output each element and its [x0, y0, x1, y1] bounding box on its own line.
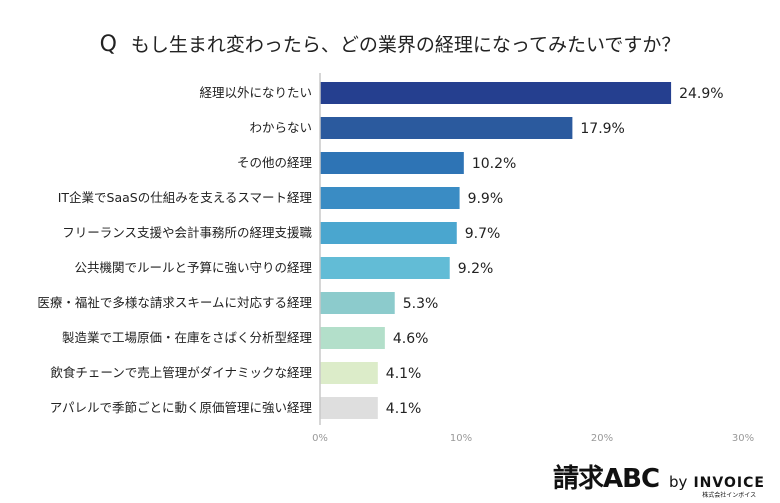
category-label: IT企業でSaaSの仕組みを支えるスマート経理: [58, 190, 313, 205]
category-label: アパレルで季節ごとに動く原価管理に強い経理: [50, 400, 313, 415]
data-label: 24.9%: [679, 86, 723, 102]
bar: [320, 397, 378, 419]
bar: [320, 82, 672, 104]
category-label: 経理以外になりたい: [199, 85, 312, 100]
chart-title: Q もし生まれ変わったら、どの業界の経理になってみたいですか？: [0, 30, 780, 57]
data-label: 4.1%: [386, 401, 422, 417]
category-label: その他の経理: [237, 155, 313, 170]
logo: 請求ABC by INVOICE 株式会社インボイス: [553, 458, 765, 499]
category-label: 医療・福祉で多様な請求スキームに対応する経理: [37, 295, 312, 310]
category-label: フリーランス支援や会計事務所の経理支援職: [62, 225, 312, 240]
data-label: 9.7%: [465, 226, 501, 242]
data-label: 4.1%: [386, 366, 422, 382]
bar: [320, 292, 395, 314]
logo-brand-sub: 株式会社インボイス: [702, 492, 757, 499]
data-label: 10.2%: [472, 156, 516, 172]
category-label: わからない: [249, 120, 312, 135]
logo-by: by: [669, 473, 688, 491]
x-tick-label: 30%: [732, 433, 754, 444]
bar: [320, 362, 378, 384]
category-label: 飲食チェーンで売上管理がダイナミックな経理: [50, 365, 312, 380]
data-label: 9.9%: [468, 191, 504, 207]
category-label: 製造業で工場原価・在庫をさばく分析型経理: [62, 330, 313, 345]
category-label: 公共機関でルールと予算に強い守りの経理: [74, 260, 312, 275]
data-label: 17.9%: [580, 121, 624, 137]
x-tick-label: 10%: [450, 433, 472, 444]
bar: [320, 117, 573, 139]
bar: [320, 257, 450, 279]
bar: [320, 222, 457, 244]
bar: [320, 187, 460, 209]
logo-brand: INVOICE 株式会社インボイス: [693, 475, 764, 499]
data-label: 5.3%: [403, 296, 439, 312]
chart-title-text: もし生まれ変わったら、どの業界の経理になってみたいですか？: [130, 34, 681, 56]
question-mark-label: Q: [99, 32, 117, 57]
bar: [320, 152, 464, 174]
logo-main: 請求ABC: [553, 464, 660, 494]
x-tick-label: 0%: [312, 433, 328, 444]
logo-brand-name: INVOICE: [693, 475, 765, 491]
data-label: 9.2%: [458, 261, 494, 277]
data-label: 4.6%: [393, 331, 429, 347]
bar: [320, 327, 385, 349]
x-tick-label: 20%: [591, 433, 613, 444]
